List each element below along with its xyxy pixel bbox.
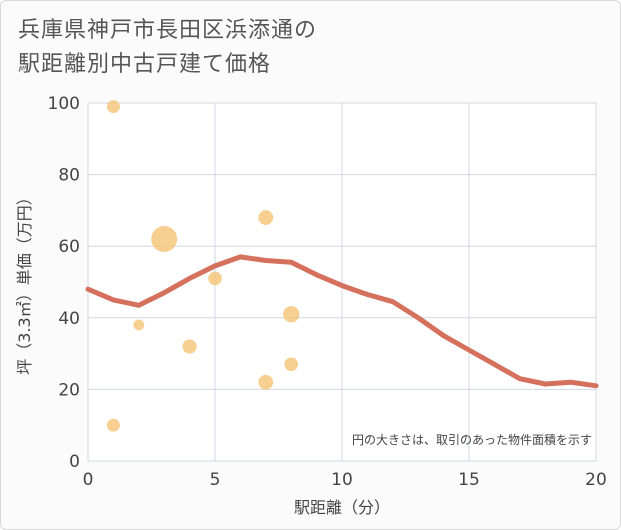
x-tick-label: 15 (458, 470, 480, 490)
bubble-series (106, 100, 300, 432)
x-tick-label: 5 (210, 470, 221, 490)
y-tick-labels: 0 20 40 60 80 100 (48, 94, 80, 472)
x-tick-label: 0 (83, 470, 94, 490)
bubble-size-note: 円の大きさは、取引のあった物件面積を示す (352, 432, 592, 447)
data-point (106, 100, 120, 114)
trend-line (85, 254, 599, 389)
chart-title-line1: 兵庫県神戸市長田区浜添通の (18, 18, 318, 43)
x-tick-label: 20 (585, 470, 607, 490)
y-tick-label: 60 (58, 237, 80, 257)
chart-title: 兵庫県神戸市長田区浜添通の 駅距離別中古戸建て価格 (18, 14, 317, 82)
x-tick-labels: 0 5 10 15 20 (83, 470, 607, 490)
data-point (258, 210, 274, 225)
y-tick-label: 80 (58, 166, 80, 186)
data-point (133, 319, 145, 331)
data-point (284, 357, 299, 372)
y-axis-label: 坪（3.3㎡）単価（万円） (15, 189, 34, 374)
x-axis-label: 駅距離（分） (294, 498, 390, 517)
data-point (106, 418, 120, 432)
data-point (151, 226, 178, 253)
y-tick-label: 100 (48, 94, 80, 114)
data-point (258, 374, 274, 390)
data-point (282, 305, 300, 323)
x-tick-label: 10 (331, 470, 353, 490)
y-tick-label: 0 (69, 452, 80, 472)
y-tick-label: 20 (58, 380, 80, 400)
chart-title-line2: 駅距離別中古戸建て価格 (18, 52, 272, 77)
data-point (208, 271, 222, 286)
data-point (182, 339, 197, 354)
y-tick-label: 40 (58, 309, 80, 329)
